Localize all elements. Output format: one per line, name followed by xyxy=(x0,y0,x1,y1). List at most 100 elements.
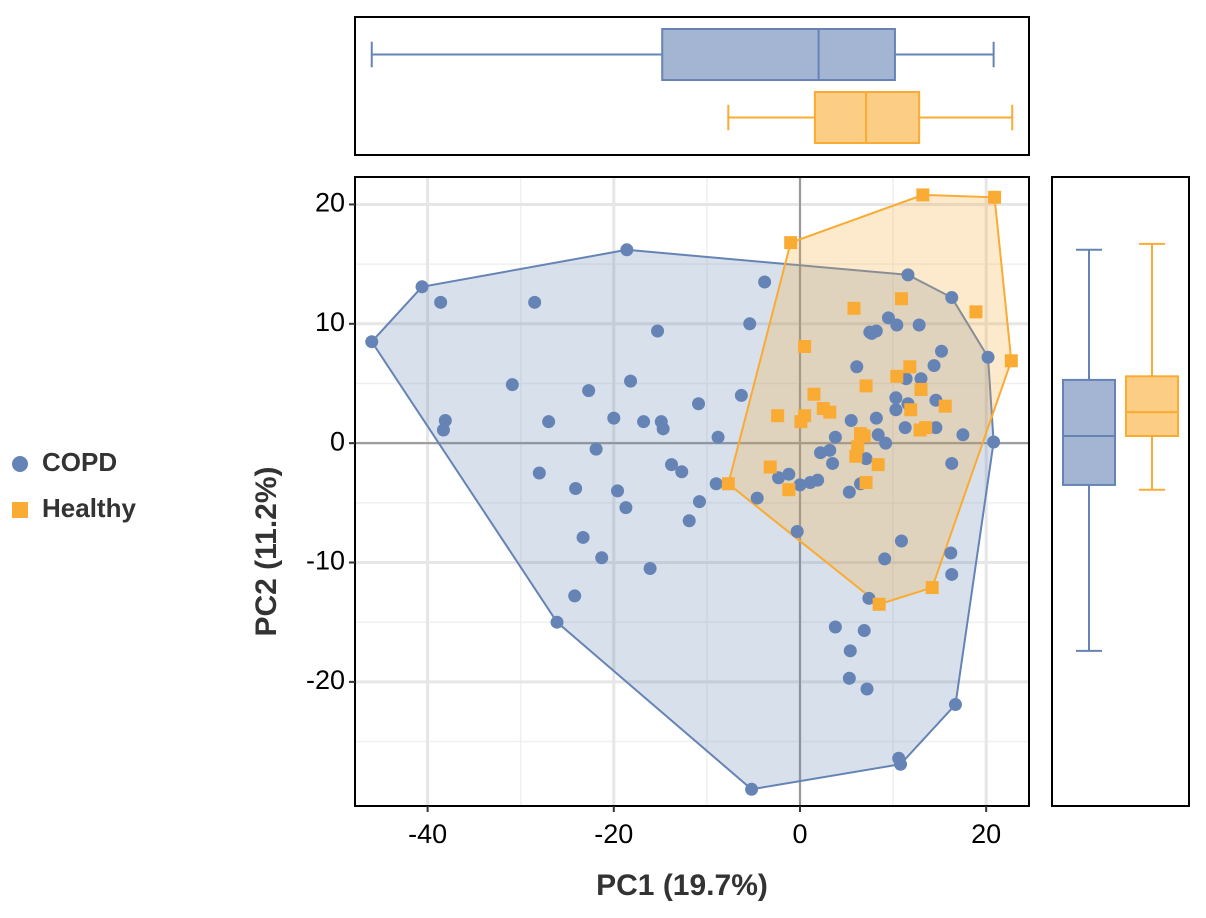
point xyxy=(981,350,995,364)
point xyxy=(843,644,857,658)
point xyxy=(865,326,879,340)
point xyxy=(945,456,959,470)
point xyxy=(763,460,777,474)
point xyxy=(589,442,603,456)
point xyxy=(750,491,764,505)
point xyxy=(807,387,821,401)
point xyxy=(656,422,670,436)
point xyxy=(945,567,959,581)
y-axis-title: PC2 (11.2%) xyxy=(250,466,283,636)
legend-marker xyxy=(12,502,28,518)
box xyxy=(1062,378,1116,486)
y-tick-label: -10 xyxy=(306,546,345,576)
point xyxy=(860,682,874,696)
point xyxy=(624,374,638,388)
point xyxy=(826,456,840,470)
point xyxy=(914,382,928,396)
point xyxy=(889,403,903,417)
point xyxy=(847,301,861,315)
point xyxy=(675,465,689,479)
point xyxy=(651,324,665,338)
point xyxy=(576,530,590,544)
point xyxy=(903,360,917,374)
point xyxy=(790,524,804,538)
x-tick-label: -20 xyxy=(594,819,633,849)
point xyxy=(938,399,952,413)
point xyxy=(734,388,748,402)
point xyxy=(365,335,379,349)
point xyxy=(532,466,546,480)
point xyxy=(784,236,798,250)
point xyxy=(948,698,962,712)
point xyxy=(692,397,706,411)
point xyxy=(1004,354,1018,368)
point xyxy=(595,551,609,565)
point xyxy=(879,436,893,450)
legend-label: COPD xyxy=(42,447,117,477)
box xyxy=(661,28,896,81)
legend-marker xyxy=(12,456,28,472)
point xyxy=(505,378,519,392)
point xyxy=(869,411,883,425)
point xyxy=(828,430,842,444)
point xyxy=(944,546,958,560)
point xyxy=(859,379,873,393)
point xyxy=(743,317,757,331)
point xyxy=(904,403,918,417)
point xyxy=(987,435,1001,449)
point xyxy=(436,423,450,437)
point xyxy=(415,280,429,294)
point xyxy=(782,483,796,497)
point xyxy=(665,458,679,472)
point xyxy=(434,295,448,309)
point xyxy=(929,421,943,435)
point xyxy=(878,552,892,566)
point xyxy=(889,391,903,405)
point xyxy=(894,534,908,548)
point xyxy=(857,624,871,638)
legend-label: Healthy xyxy=(42,493,136,523)
point xyxy=(711,430,725,444)
point xyxy=(782,467,796,481)
point xyxy=(859,452,873,466)
point xyxy=(569,482,583,496)
point xyxy=(927,359,941,373)
point xyxy=(844,413,858,427)
point xyxy=(850,360,864,374)
point xyxy=(857,429,871,443)
point xyxy=(945,291,959,305)
point xyxy=(912,318,926,332)
y-tick-label: 10 xyxy=(315,307,345,337)
x-tick-label: -40 xyxy=(408,819,447,849)
point xyxy=(842,671,856,685)
point xyxy=(607,411,621,425)
point xyxy=(682,514,696,528)
point xyxy=(745,782,759,796)
point xyxy=(859,476,873,490)
point xyxy=(582,384,596,398)
point xyxy=(913,423,927,437)
right-panel-frame xyxy=(1051,176,1190,807)
point xyxy=(637,415,651,429)
y-tick-label: -20 xyxy=(306,665,345,695)
point xyxy=(956,428,970,442)
point xyxy=(894,757,908,771)
point xyxy=(914,372,928,386)
point xyxy=(550,615,564,629)
point xyxy=(916,188,930,202)
x-tick-label: 0 xyxy=(792,819,807,849)
point xyxy=(798,339,812,353)
point xyxy=(793,478,807,492)
point xyxy=(842,485,856,499)
point xyxy=(709,477,723,491)
point xyxy=(934,344,948,358)
point xyxy=(890,369,904,383)
x-tick-label: 20 xyxy=(971,819,1001,849)
point xyxy=(898,421,912,435)
point xyxy=(894,292,908,306)
point xyxy=(872,597,886,611)
point xyxy=(721,477,735,491)
point xyxy=(871,428,885,442)
point xyxy=(568,589,582,603)
point xyxy=(619,501,633,515)
